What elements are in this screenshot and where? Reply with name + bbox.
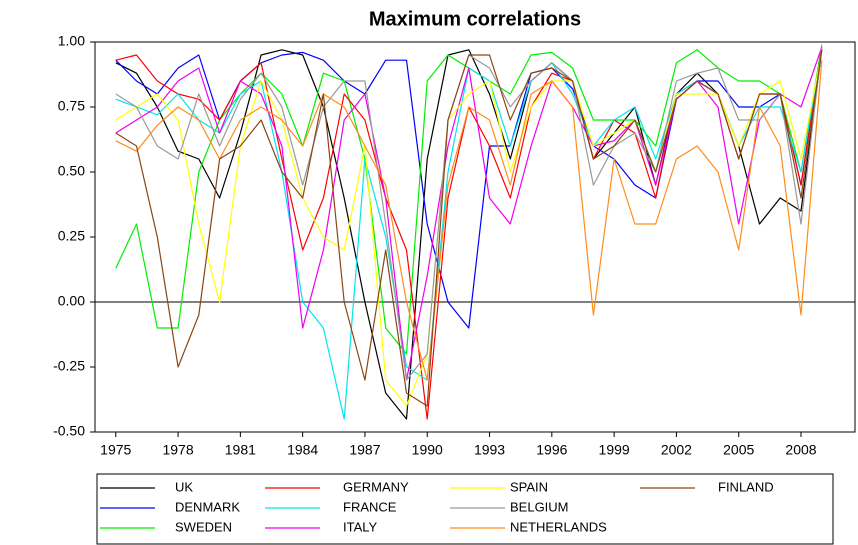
legend-box	[96, 473, 834, 545]
x-tick-label: 1996	[536, 442, 567, 458]
series-line	[115, 49, 823, 407]
legend-label: SWEDEN	[175, 519, 232, 534]
series-line	[115, 47, 823, 381]
x-tick-label: 1975	[100, 442, 131, 458]
y-tick-label: -0.25	[53, 358, 85, 374]
legend-label: FINLAND	[718, 479, 774, 494]
x-tick-label: 2002	[661, 442, 692, 458]
x-tick-label: 1981	[225, 442, 256, 458]
legend-label: NETHERLANDS	[510, 519, 607, 534]
x-tick-label: 2005	[723, 442, 754, 458]
x-tick-label: 1978	[162, 442, 193, 458]
x-tick-label: 1987	[349, 442, 380, 458]
legend-label: GERMANY	[343, 479, 409, 494]
y-tick-label: 1.00	[58, 33, 85, 49]
legend-label: ITALY	[343, 519, 378, 534]
x-tick-label: 1999	[599, 442, 630, 458]
series-line	[115, 47, 823, 420]
series-line	[115, 44, 823, 355]
series-line	[115, 52, 823, 407]
legend-label: SPAIN	[510, 479, 548, 494]
y-tick-label: 0.25	[58, 228, 85, 244]
series-line	[115, 49, 823, 420]
x-tick-label: 2008	[785, 442, 816, 458]
legend-label: BELGIUM	[510, 499, 569, 514]
y-tick-label: 0.75	[58, 98, 85, 114]
y-tick-label: 0.50	[58, 163, 85, 179]
y-tick-label: -0.50	[53, 423, 85, 439]
x-tick-label: 1984	[287, 442, 318, 458]
legend-label: DENMARK	[175, 499, 240, 514]
series-line	[115, 60, 823, 381]
legend-label: UK	[175, 479, 193, 494]
x-tick-label: 1990	[412, 442, 443, 458]
legend-label: FRANCE	[343, 499, 397, 514]
chart-title: Maximum correlations	[369, 8, 581, 30]
y-tick-label: 0.00	[58, 293, 85, 309]
series-line	[115, 47, 823, 381]
x-tick-label: 1993	[474, 442, 505, 458]
